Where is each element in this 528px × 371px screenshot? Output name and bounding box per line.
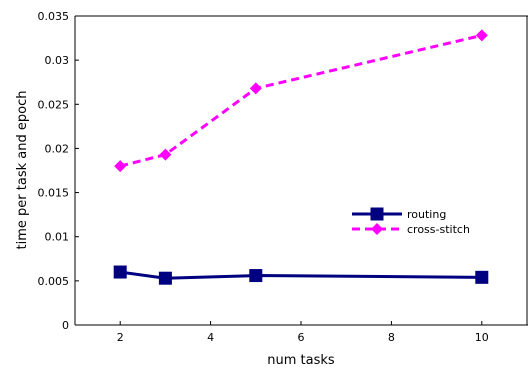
series-routing (113, 265, 489, 285)
legend-marker-cross-stitch (371, 223, 383, 235)
y-tick-label: 0.01 (45, 231, 70, 244)
x-tick-label: 8 (388, 331, 395, 344)
data-point-routing (158, 271, 172, 285)
data-point-cross-stitch (249, 82, 262, 95)
y-axis-ticks: 0 0.005 0.01 0.015 0.02 0.025 0.03 0.035 (38, 10, 79, 332)
y-tick-label: 0.03 (45, 54, 70, 67)
y-tick-label: 0.025 (38, 98, 70, 111)
y-axis-title: time per task and epoch (15, 91, 30, 250)
data-point-routing (113, 265, 127, 279)
x-axis-title: num tasks (267, 353, 335, 368)
x-tick-label: 6 (298, 331, 305, 344)
data-point-routing (475, 270, 489, 284)
legend-label-routing: routing (407, 208, 446, 221)
y-tick-label: 0.02 (45, 142, 70, 155)
y-tick-label: 0.015 (38, 187, 70, 200)
legend-label-cross-stitch: cross-stitch (407, 223, 470, 236)
data-point-routing (249, 269, 263, 283)
data-point-cross-stitch (159, 148, 172, 161)
data-point-cross-stitch (475, 29, 488, 42)
y-tick-label: 0.035 (38, 10, 70, 23)
series-line-cross-stitch (119, 33, 483, 168)
series-cross-stitch (114, 29, 488, 173)
series-line-routing (119, 270, 482, 280)
data-point-cross-stitch (114, 160, 127, 173)
x-tick-label: 4 (207, 331, 214, 344)
legend-marker-routing (370, 207, 384, 221)
legend: routing cross-stitch (352, 207, 470, 236)
series-layer (113, 29, 489, 285)
x-tick-label: 2 (117, 331, 124, 344)
x-tick-label: 10 (475, 331, 489, 344)
y-tick-label: 0 (62, 319, 69, 332)
y-tick-label: 0.005 (38, 275, 70, 288)
x-axis-ticks: 2 4 6 8 10 (117, 321, 489, 344)
